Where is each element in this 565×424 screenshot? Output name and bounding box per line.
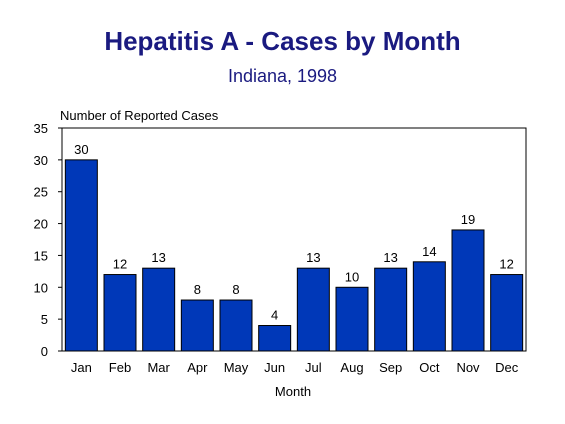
x-tick-label: Jan [71,360,92,375]
bar-dec [490,274,524,352]
y-tick-label: 10 [34,280,48,295]
bar-nov [451,229,485,352]
bar-jun [258,325,292,352]
bars: 30 12 13 8 8 4 13 10 13 14 19 12 [64,142,524,352]
x-tick-label: Oct [419,360,440,375]
bar-value-label: 12 [499,257,513,272]
y-tick-label: 20 [34,217,48,232]
bar-feb [103,274,137,352]
x-tick-label: Dec [495,360,519,375]
x-tick-label: Jul [305,360,322,375]
bar-may [219,299,253,352]
plot-area-frame [61,127,527,352]
bar-value-label: 8 [194,282,201,297]
bar-value-label: 12 [113,257,127,272]
x-tick-label: Apr [187,360,208,375]
bar-value-label: 8 [232,282,239,297]
y-tick-label: 5 [41,312,48,327]
x-tick-label: Mar [147,360,170,375]
bar-value-label: 30 [74,142,88,157]
x-tick-label: Nov [456,360,480,375]
bar-value-label: 19 [461,212,475,227]
bar-value-label: 10 [345,269,359,284]
x-axis: Jan Feb Mar Apr May Jun Jul Aug Sep Oct Nov Dec [71,360,519,375]
bar-value-label: 13 [306,250,320,265]
x-tick-label: Sep [379,360,402,375]
bar-oct [412,261,446,352]
y-tick-label: 15 [34,248,48,263]
bar-aug [335,286,369,352]
chart-subtitle: Indiana, 1998 [227,66,338,86]
bar-value-label: 4 [271,308,278,323]
y-tick-label: 35 [34,121,48,136]
y-tick-label: 0 [41,344,48,359]
bar-mar [142,267,176,352]
bar-value-label: 13 [383,250,397,265]
y-tick-label: 30 [34,153,48,168]
y-axis: 0 5 10 15 20 25 30 35 [34,121,62,359]
chart-title: Hepatitis A - Cases by Month [104,26,461,56]
y-axis-label: Number of Reported Cases [60,108,219,123]
bar-value-label: 14 [422,244,436,259]
bar-sep [374,267,408,352]
x-axis-label: Month [275,384,311,399]
bar-jul [296,267,330,352]
bar-apr [180,299,214,352]
x-tick-label: Feb [109,360,131,375]
y-tick-label: 25 [34,185,48,200]
x-tick-label: Aug [340,360,363,375]
x-tick-label: Jun [264,360,285,375]
x-tick-label: May [224,360,249,375]
bar-value-label: 13 [151,250,165,265]
bar-jan [64,159,98,352]
